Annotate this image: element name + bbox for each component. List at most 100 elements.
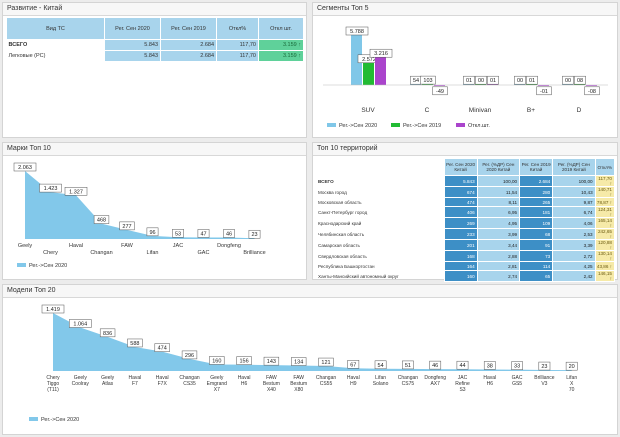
col-header-2019[interactable]: Рег. Сен 2019 [160,17,217,40]
point-value-label: 277 [119,221,135,231]
table-cell: 6,95 [476,206,521,219]
data-label-text: 38 [487,363,493,369]
category-label: F7X [158,381,168,387]
col-header-type[interactable]: Вид ТС [6,17,105,40]
table-row[interactable]: Ханты-Мансийский автономный округ 160 2,74… [316,270,616,283]
point-value-label: 156 [236,356,252,365]
bar-suv-0[interactable] [351,35,362,85]
area-series[interactable] [53,313,572,371]
table-row[interactable]: Свердловская область 168 2,88 73 2,72 130,14 … [316,250,616,263]
category-label: Coolray [72,381,90,387]
bar-value-label: 54 [410,75,422,85]
data-label-text: 3.216 [374,51,388,57]
table-cell: 146,15 ↑ [594,270,616,283]
legend-label: Рег.->Сен 2020 [339,123,377,129]
data-label-text: 96 [149,230,155,236]
category-label: GAC [198,250,210,256]
data-label-box [487,75,499,85]
table-cell: 160 [443,270,478,283]
table-cell: 242,65 ↑ [594,228,616,241]
data-label-text: 296 [185,353,194,359]
col-header-2020[interactable]: Рег. Сен 2020 [104,17,161,40]
bar-b-2[interactable] [538,85,549,86]
header-row: Рег. Сен 2020 Китай Рег. (%ДР) Сен 2020 К… [316,158,616,176]
bar-minivan-0[interactable] [463,84,474,85]
data-label-text: 54 [378,363,384,369]
category-label: Bestum [263,381,280,387]
table-row[interactable]: Республика Башкортостан 164 2,81 114 4,25 43,… [316,261,616,272]
table-cell: 3,44 [476,239,521,252]
bar-b-0[interactable] [514,84,525,85]
data-label-text: 54 [413,78,419,84]
category-label: Solano [373,381,389,387]
data-label-box [584,86,600,96]
bar-b-1[interactable] [526,84,537,85]
data-label-text: 33 [514,364,520,370]
data-label-text: -49 [436,89,444,95]
data-label-box [369,48,393,58]
category-label: Lifan [375,375,386,381]
data-label-box [402,360,414,370]
col-header-diff[interactable]: Откл шт. [258,17,304,40]
category-label: Changan [398,375,419,381]
table-cell: 165,14 ↑ [594,217,616,230]
category-label: H6 [487,381,494,387]
category-label: GS5 [512,381,522,387]
category-label: Lifan [147,250,159,256]
category-label: FAW [293,375,304,381]
col-header[interactable]: Рег. (%ДР) Сен 2019 Китай [552,158,596,176]
table-row[interactable]: Москва город 674 11,54 280 10,43 140,71 ↑ [316,186,616,198]
bar-d-1[interactable] [574,84,585,85]
data-label-box [475,75,487,85]
category-label: Changan [179,375,200,381]
table-row[interactable]: Краснодарский край 269 4,95 109 4,06 165,14 ↑ [316,217,616,230]
bar-suv-1[interactable] [363,62,374,85]
point-value-label: 2.063 [13,162,37,172]
table-cell: 124,31 ↑ [594,206,616,219]
table-row[interactable]: Московская область 474 8,11 265 9,87 78,87 ↑ [316,196,616,208]
row-name: Ханты-Мансийский автономный округ [318,273,399,279]
category-label: S3 [459,387,465,393]
table-row[interactable]: ВСЕГО 5.843 2.684 117,70 3.159 ↑ [7,39,304,51]
table-row[interactable]: Самарская область 201 3,44 91 3,39 120,88 ↑ [316,239,616,252]
col-header[interactable]: Рег. Сен 2020 Китай [443,158,478,176]
bar-c-1[interactable] [422,84,433,85]
col-header-pct[interactable]: Откл% [216,17,259,40]
data-label-text: 836 [103,331,112,337]
table-row[interactable]: Санкт-Петербург город 406 6,95 181 6,74 124,3… [316,206,616,219]
development-title: Развитие - Китай [3,3,306,16]
bar-d-2[interactable] [586,85,597,86]
col-header[interactable]: Откл% [594,158,616,176]
bar-value-label: 01 [487,75,499,85]
bar-suv-2[interactable] [375,57,386,85]
table-cell: 201 [443,239,478,252]
bar-value-label: 5.788 [345,26,369,36]
table-row[interactable]: Легковые (PC) 5.843 2.684 117,70 3.159 ↑ [7,50,304,62]
table-cell: 2,72 [552,250,596,263]
bar-value-label: -49 [432,86,448,96]
data-label-box [345,26,369,36]
data-label-text: 103 [423,78,432,84]
bar-c-0[interactable] [410,84,421,85]
data-label-text: 23 [541,364,547,370]
data-label-box [574,75,586,85]
category-label: SUV [361,107,375,114]
table-row[interactable]: Челябинская область 233 3,99 68 2,53 242,65 ↑ [316,228,616,241]
col-header[interactable]: Рег. (%ДР) Сен 2020 Китай [476,158,521,176]
category-label: CS35 [183,381,196,387]
segments-title: Сегменты Топ 5 [313,3,617,16]
table-row[interactable]: ВСЕГО 5.843 100,00 2.684 100,00 117,70 ↑ [316,175,616,187]
area-series[interactable] [25,171,255,239]
bar-minivan-2[interactable] [487,84,498,85]
bar-d-0[interactable] [562,84,573,85]
bar-c-2[interactable] [434,85,445,86]
table-cell: 164 [443,261,478,272]
col-header[interactable]: Рег. Сен 2019 Китай [519,158,554,176]
data-label-box [432,86,448,96]
data-label-text: -08 [588,89,596,95]
point-value-label: 134 [291,357,307,366]
bar-minivan-1[interactable] [475,84,486,85]
table-cell: 474 [443,196,478,208]
category-label: Chery [43,250,58,256]
data-label-text: 20 [569,364,575,370]
